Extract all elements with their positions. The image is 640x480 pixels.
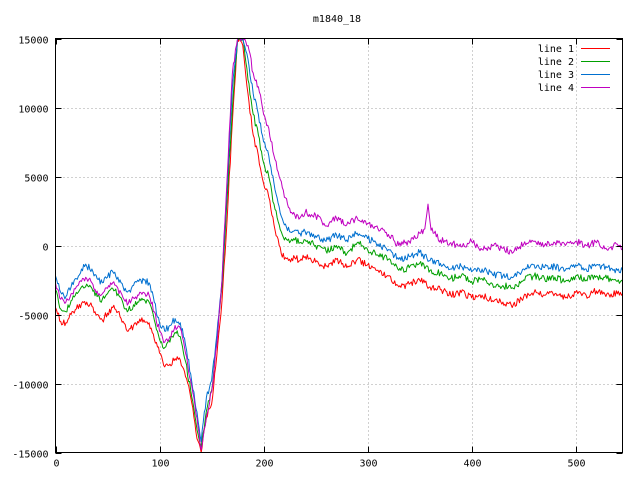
plot-area-frame	[55, 38, 623, 453]
y-tick-label: -10000	[12, 381, 48, 392]
legend-label: line 4	[538, 83, 574, 94]
legend: line 1 line 2 line 3 line 4	[538, 44, 610, 94]
x-tick-label: 400	[463, 459, 481, 470]
x-tick-label: 0	[53, 459, 59, 470]
x-tick-label: 200	[255, 459, 273, 470]
series-line-4-line	[55, 38, 623, 451]
axis-ticks: 0 100 200 300 400 500 -15000 -10000 -5000 0 5000 10…	[12, 36, 623, 470]
x-tick-label: 100	[151, 459, 169, 470]
y-tick-label: 10000	[18, 105, 48, 116]
grid	[55, 38, 623, 453]
y-tick-label: -15000	[12, 450, 48, 461]
legend-label: line 2	[538, 57, 574, 68]
series-line-1-line	[55, 38, 623, 453]
x-tick-label: 300	[359, 459, 377, 470]
series-lines	[55, 38, 623, 453]
y-tick-label: 5000	[24, 174, 48, 185]
series-line-2-line	[55, 38, 623, 448]
series-line-3-line	[55, 38, 623, 442]
y-tick-label: -5000	[18, 312, 48, 323]
x-tick-label: 500	[567, 459, 585, 470]
legend-label: line 3	[538, 70, 574, 81]
y-tick-label: 0	[42, 243, 48, 254]
chart-title: m1840_18	[313, 14, 361, 25]
legend-label: line 1	[538, 44, 574, 55]
y-tick-label: 15000	[18, 36, 48, 47]
